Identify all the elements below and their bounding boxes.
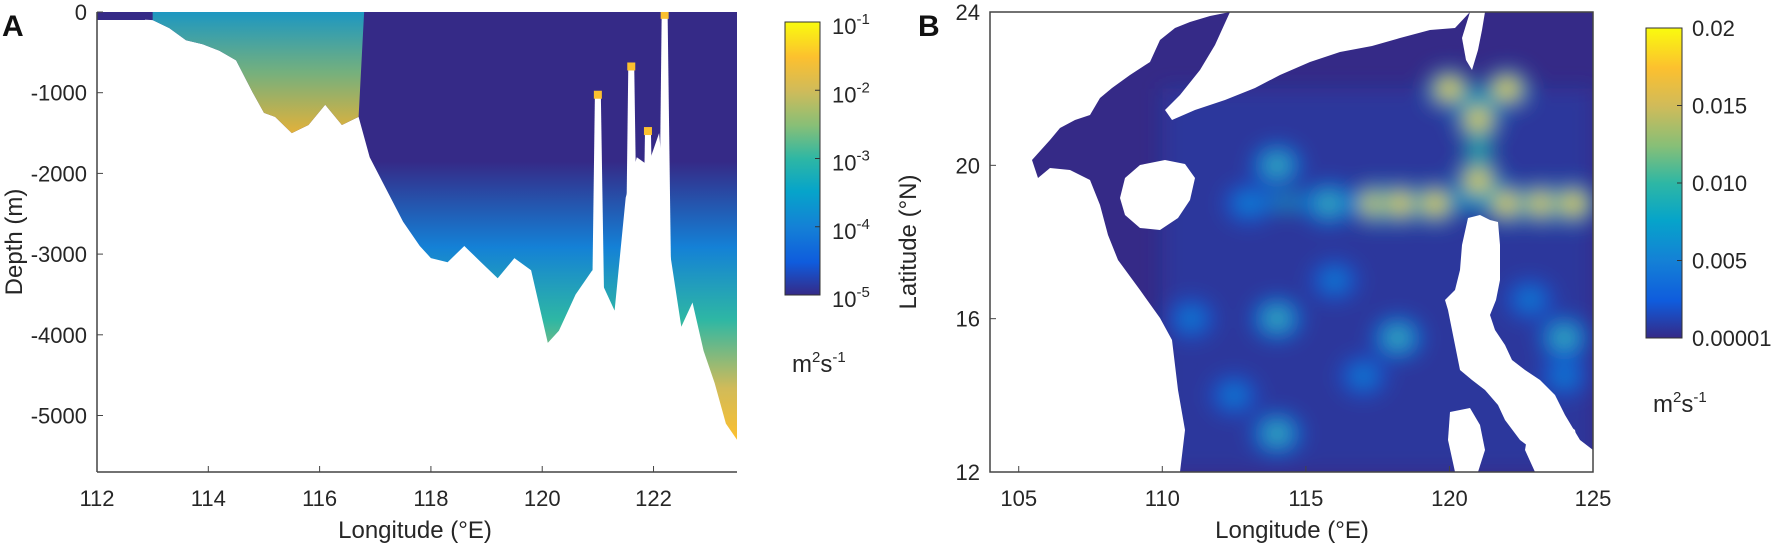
svg-text:-3000: -3000 (31, 242, 87, 267)
axis-ticks-a: 112 114 116 118 120 122 0 -1000 -2000 -3000 -4000 -… (31, 0, 672, 511)
svg-text:12: 12 (956, 460, 980, 485)
svg-text:120: 120 (524, 486, 561, 511)
panel-label-b: B (918, 10, 940, 43)
colorbar-units-b: m2s-1 (1653, 389, 1707, 418)
x-axis-label-b: Longitude (°E) (1215, 517, 1369, 544)
svg-text:114: 114 (191, 486, 226, 511)
svg-text:-4000: -4000 (31, 323, 87, 348)
svg-text:115: 115 (1288, 486, 1323, 511)
map-heatmap (990, 12, 1593, 472)
svg-text:0.005: 0.005 (1692, 249, 1747, 274)
panel-a: A 112 114 116 118 120 122 0 -1000 -2000 -3000 -400… (1, 0, 870, 544)
land-taiwan (1462, 12, 1485, 70)
land-indochina (990, 12, 1230, 472)
svg-text:125: 125 (1575, 486, 1612, 511)
land-luzon (1445, 215, 1593, 472)
svg-text:0.00001: 0.00001 (1692, 326, 1772, 351)
svg-text:-5000: -5000 (31, 404, 87, 429)
land-south-china (1165, 12, 1470, 120)
panel-b: B 105 110 115 120 125 12 16 20 24 Longitude (°E)… (895, 0, 1772, 544)
land-mindoro (1448, 408, 1485, 472)
svg-text:120: 120 (1431, 486, 1468, 511)
svg-text:20: 20 (956, 153, 980, 178)
x-axis-label-a: Longitude (°E) (338, 517, 492, 544)
svg-text:118: 118 (413, 486, 448, 511)
svg-text:112: 112 (79, 486, 114, 511)
axis-ticks-b: 105 110 115 120 125 12 16 20 24 (956, 0, 1612, 511)
svg-text:-2000: -2000 (31, 161, 87, 186)
land-hainan (1120, 160, 1195, 230)
svg-text:10-3: 10-3 (832, 148, 870, 176)
svg-text:0: 0 (75, 0, 87, 25)
svg-text:116: 116 (302, 486, 337, 511)
depth-section-heatmap (97, 12, 737, 472)
svg-text:105: 105 (1000, 486, 1037, 511)
colorbar-units-a: m2s-1 (792, 349, 846, 378)
svg-text:0.010: 0.010 (1692, 171, 1747, 196)
svg-text:110: 110 (1145, 486, 1180, 511)
land-visayas (1525, 415, 1580, 472)
colorbar-a: 10-1 10-2 10-3 10-4 10-5 m2s-1 (784, 11, 870, 378)
svg-text:10-5: 10-5 (832, 284, 870, 312)
svg-text:122: 122 (635, 486, 672, 511)
plot-frame-b (989, 11, 1594, 473)
svg-text:16: 16 (956, 307, 980, 332)
y-axis-label-a: Depth (m) (1, 189, 28, 296)
panel-label-a: A (2, 10, 24, 43)
svg-text:-1000: -1000 (31, 81, 87, 106)
svg-text:10-2: 10-2 (832, 79, 870, 107)
y-axis-label-b: Latitude (°N) (895, 175, 922, 310)
svg-text:24: 24 (956, 0, 980, 25)
svg-text:10-4: 10-4 (832, 216, 870, 244)
svg-text:10-1: 10-1 (832, 11, 870, 39)
svg-text:0.015: 0.015 (1692, 94, 1747, 119)
svg-text:0.02: 0.02 (1692, 16, 1735, 41)
colorbar-b: 0.02 0.015 0.010 0.005 0.00001 m2s-1 (1645, 16, 1772, 418)
